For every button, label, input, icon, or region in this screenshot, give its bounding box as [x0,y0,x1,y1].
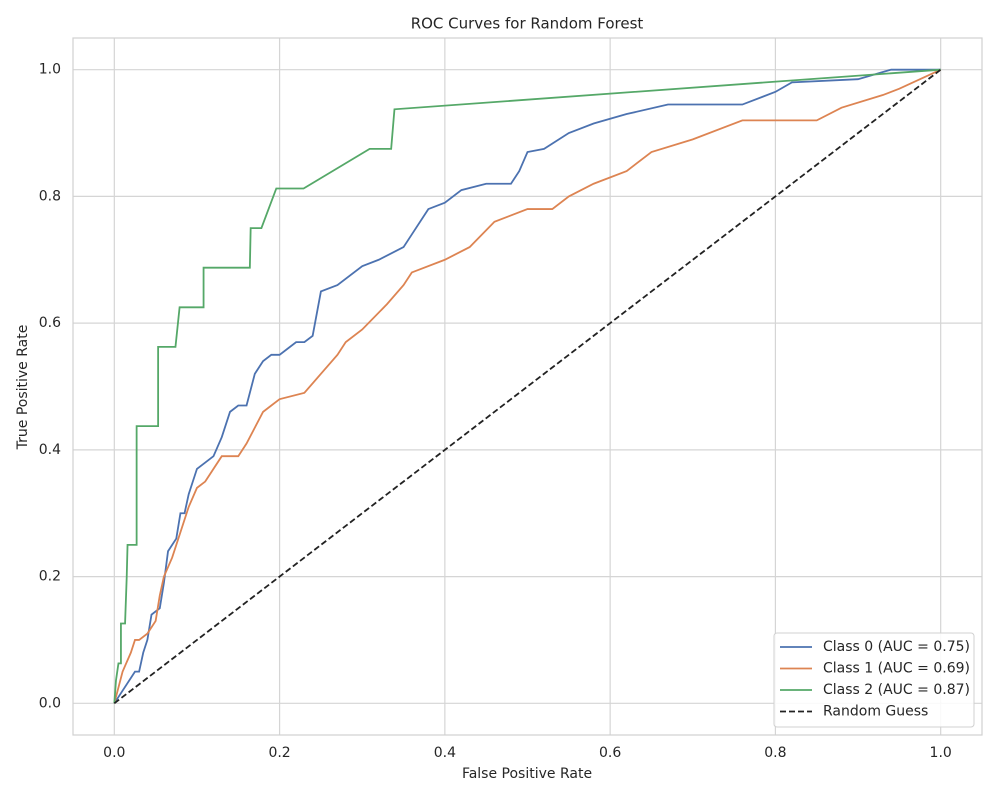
x-tick-label: 0.2 [268,745,290,761]
roc-line [113,68,941,704]
y-tick-label: 0.0 [39,695,61,711]
y-tick-label: 0.4 [39,442,61,458]
legend-label: Random Guess [823,704,928,720]
y-tick-label: 0.2 [39,569,61,585]
x-tick-label: 0.4 [434,745,456,761]
roc-line [113,68,942,705]
roc-line [113,68,942,704]
y-tick-label: 0.6 [39,315,61,331]
y-tick-label: 1.0 [39,62,61,78]
legend-label: Class 2 (AUC = 0.87) [823,682,970,698]
legend-label: Class 1 (AUC = 0.69) [823,661,970,677]
x-tick-label: 0.8 [764,745,786,761]
legend-label: Class 0 (AUC = 0.75) [823,639,970,655]
chart-title: ROC Curves for Random Forest [411,15,644,33]
plot-frame [72,37,983,736]
x-tick-label: 0.0 [103,745,125,761]
y-tick-label: 0.8 [39,188,61,204]
x-tick-label: 0.6 [599,745,621,761]
legend-box [773,632,975,728]
x-axis-label: False Positive Rate [462,766,592,782]
legend: Class 0 (AUC = 0.75) Class 1 (AUC = 0.69)… [773,632,975,728]
y-axis-label: True Positive Rate [15,325,31,451]
roc-line [113,68,941,704]
x-tick-label: 1.0 [930,745,952,761]
